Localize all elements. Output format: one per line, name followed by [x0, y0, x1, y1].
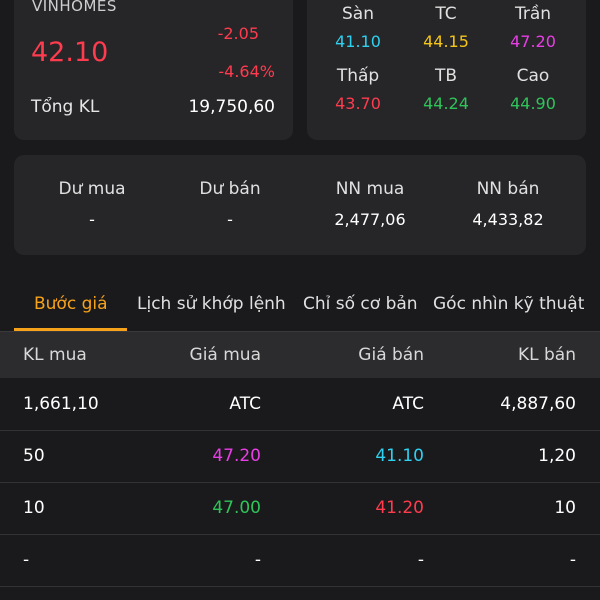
range-ceiling: Trần 47.20 [488, 4, 578, 51]
foreign-value: 4,433,82 [472, 210, 544, 229]
foreign-trading-card: Dư mua - Dư bán - NN mua 2,477,06 NN bán… [14, 155, 586, 255]
range-value: 44.24 [423, 94, 469, 113]
foreign-value: 2,477,06 [334, 210, 406, 229]
tabs-divider [0, 331, 600, 332]
range-value: 41.10 [335, 32, 381, 51]
foreign-label: NN mua [335, 179, 405, 199]
range-label: Cao [516, 66, 550, 86]
range-high: Cao 44.90 [488, 66, 578, 113]
total-volume-label: Tổng KL [31, 97, 100, 117]
bid-price: - [254, 550, 261, 570]
active-tab-indicator [14, 328, 127, 331]
header-bid-volume: KL mua [23, 345, 87, 365]
range-low: Thấp 43.70 [313, 66, 403, 113]
range-label: Trần [514, 4, 552, 24]
ask-price: ATC [392, 394, 424, 414]
order-book-header: KL mua Giá mua Giá bán KL bán [0, 332, 600, 378]
price-change: -2.05 [217, 24, 259, 43]
range-value: 43.70 [335, 94, 381, 113]
ask-volume: 10 [554, 498, 576, 518]
range-label: Sàn [342, 4, 374, 24]
total-volume-value: 19,750,60 [188, 97, 275, 117]
ask-price: 41.20 [375, 498, 424, 518]
range-floor: Sàn 41.10 [313, 4, 403, 51]
bid-volume: 1,661,10 [23, 394, 99, 414]
price-range-card: Sàn 41.10 TC 44.15 Trần 47.20 Thấp 43.70… [307, 0, 586, 140]
foreign-value: - [89, 210, 95, 229]
bid-price: 47.20 [212, 446, 261, 466]
foreign-label: Dư bán [199, 179, 261, 199]
table-row: 50 47.20 41.10 1,20 [0, 431, 600, 483]
foreign-buy: NN mua 2,477,06 [300, 179, 440, 229]
header-ask-volume: KL bán [517, 345, 576, 365]
table-row: 1,661,10 ATC ATC 4,887,60 [0, 379, 600, 431]
price-change-percent: -4.64% [218, 62, 275, 81]
ask-volume: - [569, 550, 576, 570]
range-label: Thấp [336, 66, 380, 86]
header-bid-price: Giá mua [189, 345, 261, 365]
range-label: TB [434, 66, 458, 86]
price-summary-card: VINHOMES 42.10 -2.05 -4.64% Tổng KL 19,7… [14, 0, 293, 140]
ask-surplus: Dư bán - [160, 179, 300, 229]
foreign-label: NN bán [476, 179, 540, 199]
tab-fundamentals[interactable]: Chỉ số cơ bản [303, 294, 418, 314]
ask-volume: 1,20 [538, 446, 576, 466]
detail-tabs: Bước giá Lịch sử khớp lệnh Chỉ số cơ bản… [14, 281, 600, 331]
range-value: 47.20 [510, 32, 556, 51]
table-row: 10 47.00 41.20 10 [0, 483, 600, 535]
foreign-label: Dư mua [58, 179, 126, 199]
range-value: 44.15 [423, 32, 469, 51]
range-label: TC [435, 4, 457, 24]
bid-price: 47.00 [212, 498, 261, 518]
table-row: - - - - [0, 535, 600, 587]
ask-price: - [417, 550, 424, 570]
foreign-sell: NN bán 4,433,82 [438, 179, 578, 229]
bid-surplus: Dư mua - [22, 179, 162, 229]
bid-price: ATC [229, 394, 261, 414]
ask-price: 41.10 [375, 446, 424, 466]
range-value: 44.90 [510, 94, 556, 113]
bid-volume: 10 [23, 498, 45, 518]
range-average: TB 44.24 [401, 66, 491, 113]
ask-volume: 4,887,60 [500, 394, 576, 414]
range-reference: TC 44.15 [401, 4, 491, 51]
tab-technical-view[interactable]: Góc nhìn kỹ thuật [433, 294, 585, 314]
tab-match-history[interactable]: Lịch sử khớp lệnh [137, 294, 286, 314]
ticker-name: VINHOMES [32, 0, 117, 15]
header-ask-price: Giá bán [358, 345, 424, 365]
bid-volume: - [23, 550, 30, 570]
tab-price-steps[interactable]: Bước giá [34, 294, 108, 314]
bid-volume: 50 [23, 446, 45, 466]
last-price: 42.10 [31, 37, 109, 68]
foreign-value: - [227, 210, 233, 229]
